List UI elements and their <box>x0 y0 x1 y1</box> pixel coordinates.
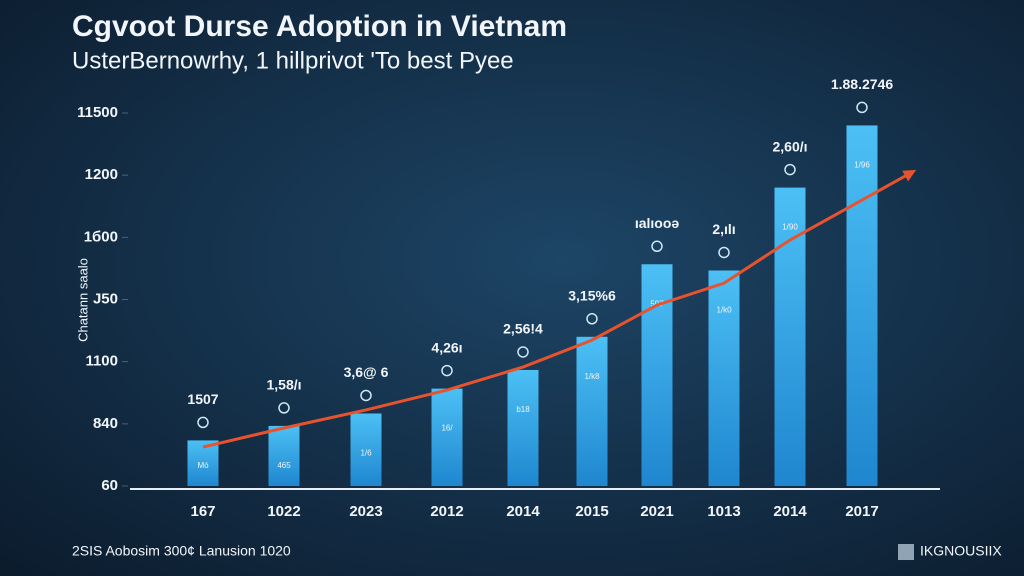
annotation-icon <box>718 246 730 259</box>
inner-label: 1/96 <box>854 161 870 170</box>
bar-annotation: ıalıooə <box>635 215 680 231</box>
trend-arrow-head <box>902 169 917 182</box>
y-tick-label: 840 <box>93 415 118 432</box>
x-tick-label: 167 <box>190 503 215 520</box>
bar <box>431 388 463 486</box>
annotation-icon <box>784 163 796 176</box>
x-tick-label: 2014 <box>506 503 540 520</box>
bar <box>708 270 740 486</box>
footer-left: 2SIS Aobosim 300¢ Lanusion 1020 <box>72 543 291 559</box>
y-tick-label: 1100 <box>85 353 118 370</box>
bar-annotation: 2,60/ı <box>772 138 807 154</box>
bar <box>641 264 673 486</box>
x-tick-label: 2014 <box>773 503 807 520</box>
bar-annotation: 3,15%6 <box>568 288 616 304</box>
bar-annotation: 1.88.2746 <box>831 76 893 92</box>
bar-annotation: 2,56!4 <box>503 321 543 337</box>
bar <box>507 369 539 486</box>
y-tick-label: 60 <box>101 477 118 494</box>
trend-line <box>202 198 863 449</box>
bar <box>187 440 219 486</box>
bar-annotation: 3,6@ 6 <box>344 364 389 380</box>
y-tick-label: 1200 <box>85 166 118 183</box>
annotation-icon <box>856 101 868 114</box>
chart-subtitle: UsterBernowrhy, 1 hillprivot 'To best Py… <box>72 47 514 74</box>
bar-annotation: 4,26ı <box>431 339 462 355</box>
y-tick-label: J50 <box>93 290 118 307</box>
y-tick-label: 1б00 <box>84 228 118 245</box>
inner-label: 1/k8 <box>584 372 600 381</box>
annotation-icon <box>586 313 598 325</box>
x-tick-label: 2015 <box>575 503 608 520</box>
bar <box>350 413 382 486</box>
x-tick-label: 1013 <box>707 503 740 520</box>
y-tick-label: 11500 <box>77 104 118 121</box>
annotation-icon <box>360 389 372 402</box>
annotation-icon <box>278 402 290 414</box>
inner-label: 16/ <box>441 424 453 433</box>
bar-annotation: 2,ılı <box>712 221 735 237</box>
bar <box>846 125 878 486</box>
inner-label: b18 <box>516 405 530 414</box>
x-tick-label: 2021 <box>640 503 673 520</box>
inner-label: 1/k0 <box>716 306 732 315</box>
x-tick-label: 1022 <box>267 503 300 520</box>
y-axis-label: Chatann saalo <box>75 258 90 342</box>
annotation-icon <box>197 416 209 429</box>
x-tick-label: 2023 <box>349 503 382 520</box>
inner-label: Mó <box>197 461 209 470</box>
x-tick-label: 2012 <box>430 503 463 520</box>
bar-annotation: 1507 <box>187 391 218 407</box>
bar <box>774 187 806 486</box>
inner-label: 465 <box>277 461 291 470</box>
trend-arrow-shaft <box>861 170 914 202</box>
annotation-icon <box>517 346 529 358</box>
bar-annotation: 1,58/ı <box>266 377 301 393</box>
footer-right: IKGNOUSIIX <box>920 543 1002 559</box>
logo-icon <box>898 544 914 560</box>
bar <box>576 336 608 486</box>
annotation-icon <box>651 240 663 253</box>
chart-title: Cgvoot Durse Adoption in Vietnam <box>72 10 567 43</box>
inner-label: 1/90 <box>782 223 798 232</box>
annotation-icon <box>441 364 453 377</box>
inner-label: 1/6 <box>360 449 372 458</box>
x-tick-label: 2017 <box>845 503 878 520</box>
bar <box>268 425 300 486</box>
